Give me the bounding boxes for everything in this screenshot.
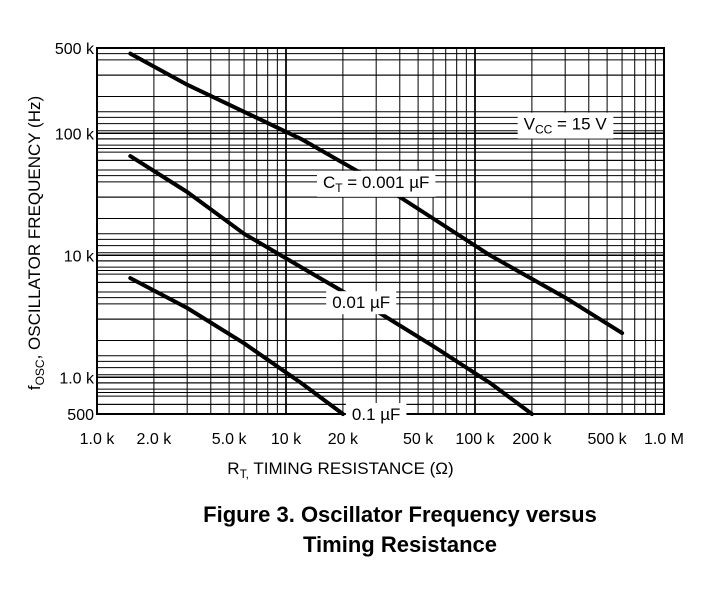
series-label-bg — [316, 170, 436, 197]
x-axis-title: RT, TIMING RESISTANCE (Ω) — [227, 459, 453, 481]
x-tick-labels: 1.0 k 2.0 k 5.0 k 10 k 20 k 50 k 100 k 200 k 500… — [80, 431, 684, 448]
series-label-text: 0.1 µF — [352, 405, 401, 424]
series-label-text: CT = 0.001 µF — [323, 173, 429, 195]
svg-text:VCC = 15 V: VCC = 15 V — [524, 115, 608, 137]
series-line-2 — [128, 154, 534, 416]
series-label-1: CT = 0.001 µF — [316, 170, 436, 197]
series-line-3 — [128, 276, 345, 416]
y-tick-label: 1.0 k — [59, 370, 95, 387]
x-tick-label: 50 k — [403, 431, 434, 448]
y-tick-labels: 500 1.0 k 10 k 100 k 500 k — [55, 41, 95, 424]
series-label-bg — [345, 403, 407, 426]
x-tick-label: 5.0 k — [212, 431, 248, 448]
series-label-bg — [326, 291, 397, 315]
x-tick-label: 10 k — [271, 431, 302, 448]
caption-line-1: Figure 3. Oscillator Frequency versus — [203, 502, 597, 527]
grid — [96, 47, 665, 415]
series-label-text: 0.01 µF — [332, 293, 390, 312]
x-tick-label: 500 k — [588, 431, 628, 448]
y-tick-label: 100 k — [55, 126, 95, 143]
x-tick-label: 1.0 M — [644, 431, 684, 448]
series-label-3: 0.1 µF — [345, 403, 407, 426]
x-tick-label: 100 k — [455, 431, 495, 448]
y-tick-label: 10 k — [64, 248, 95, 265]
x-tick-label: 2.0 k — [137, 431, 173, 448]
figure-caption: Figure 3. Oscillator Frequency versus Ti… — [170, 500, 630, 560]
plot-frame — [96, 47, 665, 415]
series-label-layer: CT = 0.001 µF 0.01 µF 0.1 µF — [316, 170, 436, 426]
vcc-annotation: VCC = 15 V — [517, 112, 614, 139]
x-tick-label: 1.0 k — [80, 431, 116, 448]
y-axis-title: fOSC, OSCILLATOR FREQUENCY (Hz) — [25, 96, 47, 390]
series-label-2: 0.01 µF — [326, 291, 397, 315]
caption-line-2: Timing Resistance — [303, 532, 497, 557]
y-tick-label: 500 — [67, 407, 94, 424]
y-tick-label: 500 k — [55, 41, 95, 58]
x-tick-label: 20 k — [328, 431, 359, 448]
x-tick-label: 200 k — [512, 431, 552, 448]
